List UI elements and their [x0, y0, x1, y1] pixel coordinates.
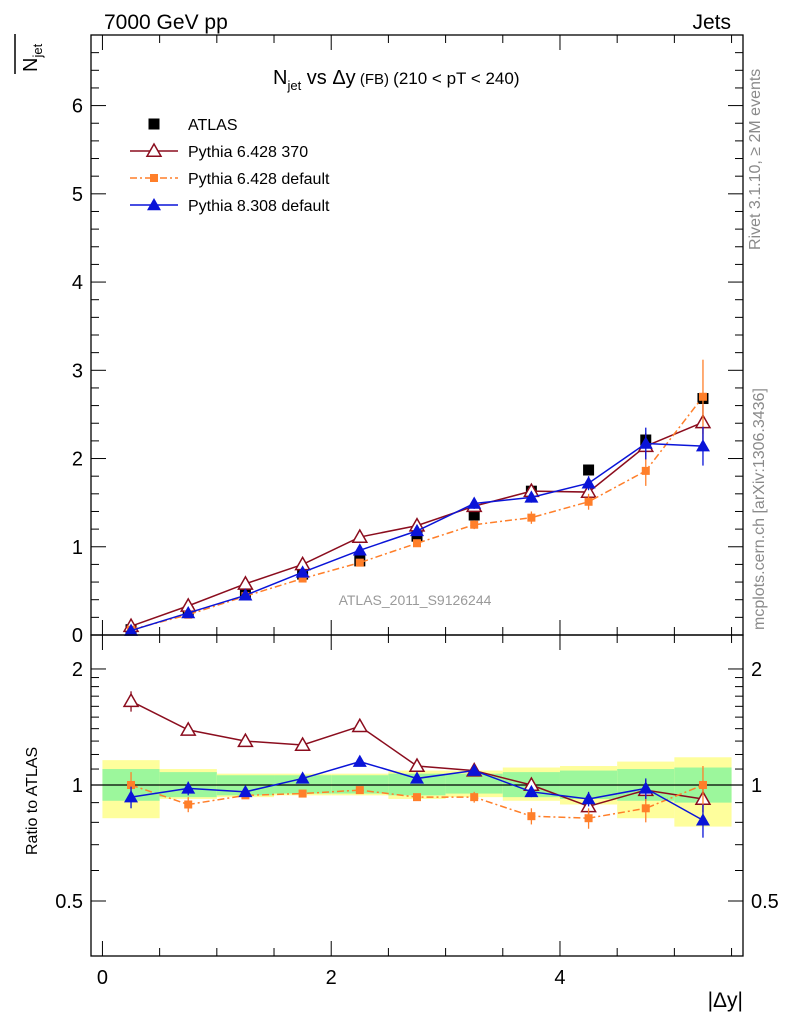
ratio-data-point	[524, 784, 539, 798]
ratio-data-point	[295, 771, 310, 784]
legend-item: Pythia 6.428 default	[130, 171, 330, 188]
series-line	[130, 396, 704, 631]
data-point	[124, 623, 139, 636]
data-point	[355, 558, 364, 567]
ratio-data-point	[413, 793, 421, 802]
y-tick-label: 5	[72, 184, 83, 206]
data-point	[468, 509, 480, 521]
ratio-data-point	[641, 804, 650, 813]
y-tick-label: 6	[72, 96, 83, 118]
y-tick-label: 4	[72, 272, 83, 294]
legend-marker	[148, 118, 160, 130]
data-point	[698, 392, 707, 401]
header-energy-label: 7000 GeV pp	[104, 11, 228, 34]
legend-label: Pythia 6.428 370	[188, 144, 308, 161]
svg-text:Njet: Njet	[20, 43, 45, 72]
ratio-data-point	[124, 790, 139, 803]
ratio-data-point	[408, 757, 426, 773]
mcplots-side-label: mcplots.cern.ch [arXiv:1306.3436]	[751, 388, 768, 630]
ratio-data-point	[638, 781, 653, 794]
data-point	[581, 476, 596, 489]
legend-label: ATLAS	[188, 117, 238, 134]
legend-label: Pythia 6.428 default	[188, 171, 330, 188]
ratio-data-point	[355, 786, 364, 795]
data-point	[352, 543, 367, 556]
legend-label: Pythia 8.308 default	[188, 198, 330, 215]
x-axis-label: |Δy|	[708, 989, 743, 1012]
plot-title: Njet vs Δy (FB) (210 < pT < 240)	[273, 67, 520, 93]
legend-marker	[150, 174, 158, 182]
x-tick-label: 4	[554, 967, 565, 989]
data-point	[584, 497, 593, 506]
x-tick-label: 2	[326, 967, 337, 989]
legend-marker	[145, 142, 163, 157]
ratio-y-tick-label: 2	[72, 659, 83, 681]
ratio-data-point	[184, 800, 193, 809]
legend-item: ATLAS	[148, 117, 238, 134]
ratio-data-point	[237, 732, 254, 748]
ratio-data-point	[122, 692, 140, 708]
ratio-data-point	[584, 814, 593, 823]
data-point	[467, 496, 482, 509]
ratio-data-point	[179, 721, 197, 736]
ratio-data-point	[181, 781, 196, 794]
header-jets-label: Jets	[692, 11, 731, 34]
ratio-y-tick-label-right: 0.5	[751, 891, 779, 913]
data-point	[181, 605, 196, 619]
data-point	[298, 574, 307, 583]
y-tick-label: 3	[72, 360, 83, 382]
ratio-data-point	[467, 763, 482, 776]
ratio-data-point	[581, 791, 596, 805]
ratio-data-point	[127, 780, 136, 789]
ratio-data-point	[470, 793, 479, 802]
data-point	[695, 439, 710, 452]
ratio-y-tick-label: 0.5	[55, 891, 83, 913]
rivet-side-label: Rivet 3.1.10, ≥ 2M events	[747, 69, 764, 250]
data-point	[351, 528, 369, 544]
x-tick-label: 0	[97, 967, 108, 989]
ratio-series-pythia-8-308-default	[124, 754, 710, 838]
main-panel: 0 1 2 3 4 5 6	[72, 34, 744, 647]
data-point	[641, 466, 650, 475]
data-point	[583, 464, 595, 476]
data-point	[410, 523, 424, 537]
data-point	[295, 565, 310, 578]
data-point	[413, 539, 421, 548]
data-point	[638, 436, 653, 449]
y-tick-label: 2	[72, 449, 83, 471]
legend-marker	[147, 198, 161, 211]
y-tick-label: 1	[72, 537, 83, 559]
data-point	[411, 530, 423, 542]
legend: ATLAS Pythia 6.428 370 Pythia 6.428 defaul…	[130, 117, 330, 215]
series-pythia-8-308-default	[124, 426, 710, 636]
data-point	[470, 520, 479, 529]
ratio-panel: 0.5 0.5 1 1 2 2 0 2 4	[55, 634, 779, 989]
ratio-frame	[90, 634, 744, 957]
y-axis-label-main: Njet	[14, 34, 45, 74]
ratio-data-point	[352, 754, 367, 767]
ratio-data-point	[527, 812, 536, 821]
ratio-y-tick-label-right: 1	[751, 775, 762, 797]
ratio-data-point	[298, 789, 307, 798]
legend-item: Pythia 8.308 default	[130, 198, 330, 215]
ratio-data-point	[410, 771, 424, 784]
uncertainty-band-inner	[445, 773, 503, 794]
ratio-data-point	[351, 717, 369, 733]
ratio-y-tick-label: 1	[72, 775, 83, 797]
data-point	[527, 513, 536, 522]
ratio-data-point	[294, 736, 311, 751]
data-point	[238, 588, 253, 601]
ratio-data-point	[698, 780, 707, 789]
y-axis-label-ratio: Ratio to ATLAS	[24, 747, 41, 855]
y-tick-label: 0	[72, 625, 83, 647]
ratio-data-point	[238, 784, 253, 798]
legend-item: Pythia 6.428 370	[130, 142, 308, 161]
ratio-y-tick-label-right: 2	[751, 659, 762, 681]
ratio-data-point	[695, 813, 710, 826]
analysis-watermark: ATLAS_2011_S9126244	[339, 592, 492, 608]
data-point	[524, 490, 539, 503]
